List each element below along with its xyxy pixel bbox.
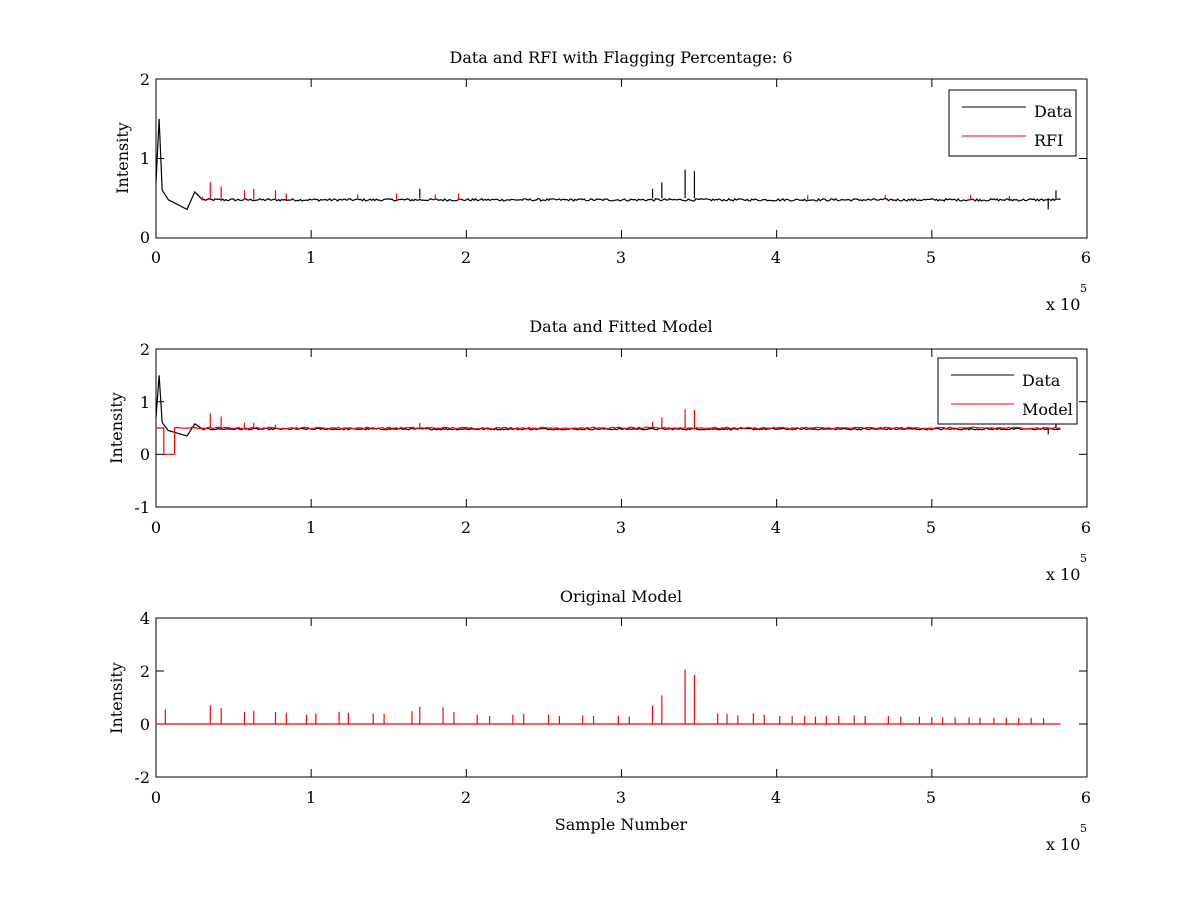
panel-3-xtick-label: 2 — [461, 788, 471, 807]
panel-1-x-tick-labels: 0 1 2 3 4 5 6 — [151, 248, 1091, 267]
panel-2-x-exponent-power: 5 — [1080, 552, 1087, 565]
panel-3-xtick-label: 6 — [1081, 788, 1091, 807]
panel-3-xtick-label: 0 — [151, 788, 161, 807]
panel-2-y-tick-labels: -1 0 1 2 — [134, 340, 150, 517]
panel-1-x-exponent: x 10 — [1046, 295, 1080, 314]
panel-2-x-exponent: x 10 — [1046, 565, 1080, 584]
series-line-model — [156, 426, 1060, 455]
panel-2-xtick-label: 0 — [151, 518, 161, 537]
panel-2-legend-model-label: Model — [1022, 400, 1073, 419]
panel-1: Data and RFI with Flagging Percentage: 6… — [113, 48, 1091, 314]
panel-1-xtick-label: 1 — [306, 248, 316, 267]
panel-1-legend-box — [948, 89, 1077, 157]
panel-1-ytick-label: 2 — [140, 70, 150, 89]
panel-3-x-exponent-power: 5 — [1080, 822, 1087, 835]
panel-3-y-tick-labels: -2 0 2 4 — [134, 609, 150, 787]
panel-1-ytick-label: 1 — [140, 149, 150, 168]
panel-2: Data and Fitted Model 0 1 2 3 4 5 6 -1 0… — [107, 317, 1091, 584]
panel-1-legend-data-label: Data — [1034, 102, 1073, 121]
panel-3: Original Model 0 1 2 3 4 5 6 -2 0 2 4 In… — [107, 587, 1091, 854]
panel-3-y-axis-label: Intensity — [107, 662, 126, 734]
panel-2-y-axis-label: Intensity — [107, 392, 126, 464]
series-line-data — [155, 375, 1061, 437]
panel-1-ytick-label: 0 — [140, 228, 150, 247]
panel-1-y-axis-label: Intensity — [113, 122, 132, 194]
panel-2-xtick-label: 3 — [616, 518, 626, 537]
panel-3-xtick-label: 1 — [306, 788, 316, 807]
panel-2-xtick-label: 6 — [1081, 518, 1091, 537]
panel-1-xtick-label: 6 — [1081, 248, 1091, 267]
panel-1-y-tick-labels: 0 1 2 — [140, 70, 150, 247]
panel-3-xtick-label: 3 — [616, 788, 626, 807]
panel-2-legend-box — [937, 357, 1078, 425]
panel-3-x-tick-labels: 0 1 2 3 4 5 6 — [151, 788, 1091, 807]
panel-1-x-exponent-power: 5 — [1080, 282, 1087, 295]
panel-2-ticks — [155, 348, 1088, 508]
panel-2-xtick-label: 1 — [306, 518, 316, 537]
panel-1-ticks — [155, 78, 1088, 239]
panel-3-title: Original Model — [560, 587, 682, 606]
panel-1-xtick-label: 2 — [461, 248, 471, 267]
panel-3-ytick-label: 0 — [140, 715, 150, 734]
panel-3-ytick-label: 2 — [140, 662, 150, 681]
panel-3-xtick-label: 5 — [926, 788, 936, 807]
panel-2-ytick-label: 1 — [140, 393, 150, 412]
panel-1-xtick-label: 4 — [771, 248, 781, 267]
panel-2-ytick-label: 2 — [140, 340, 150, 359]
panel-3-x-exponent: x 10 — [1046, 835, 1080, 854]
panel-3-ytick-label: -2 — [134, 768, 150, 787]
panel-2-ytick-label: 0 — [140, 445, 150, 464]
panel-2-title: Data and Fitted Model — [529, 317, 712, 336]
panel-1-plot-area — [155, 118, 1061, 211]
panel-1-xtick-label: 5 — [926, 248, 936, 267]
panel-3-ytick-label: 4 — [140, 609, 150, 628]
panel-1-title: Data and RFI with Flagging Percentage: 6 — [449, 48, 792, 67]
panel-3-x-axis-label: Sample Number — [555, 815, 688, 834]
panel-2-plot-area — [155, 375, 1061, 455]
panel-2-legend-data-label: Data — [1022, 371, 1061, 390]
panel-1-legend: Data RFI — [948, 89, 1077, 157]
panel-1-xtick-label: 3 — [616, 248, 626, 267]
panel-2-legend: Data Model — [937, 357, 1078, 425]
panel-1-xtick-label: 0 — [151, 248, 161, 267]
panel-2-xtick-label: 5 — [926, 518, 936, 537]
panel-2-x-tick-labels: 0 1 2 3 4 5 6 — [151, 518, 1091, 537]
panel-3-xtick-label: 4 — [771, 788, 781, 807]
series-line-data — [155, 118, 1061, 211]
panel-2-xtick-label: 2 — [461, 518, 471, 537]
panel-3-plot-area — [156, 669, 1061, 725]
panel-2-xtick-label: 4 — [771, 518, 781, 537]
panel-2-ytick-label: -1 — [134, 498, 150, 517]
panel-1-legend-rfi-label: RFI — [1034, 131, 1063, 150]
